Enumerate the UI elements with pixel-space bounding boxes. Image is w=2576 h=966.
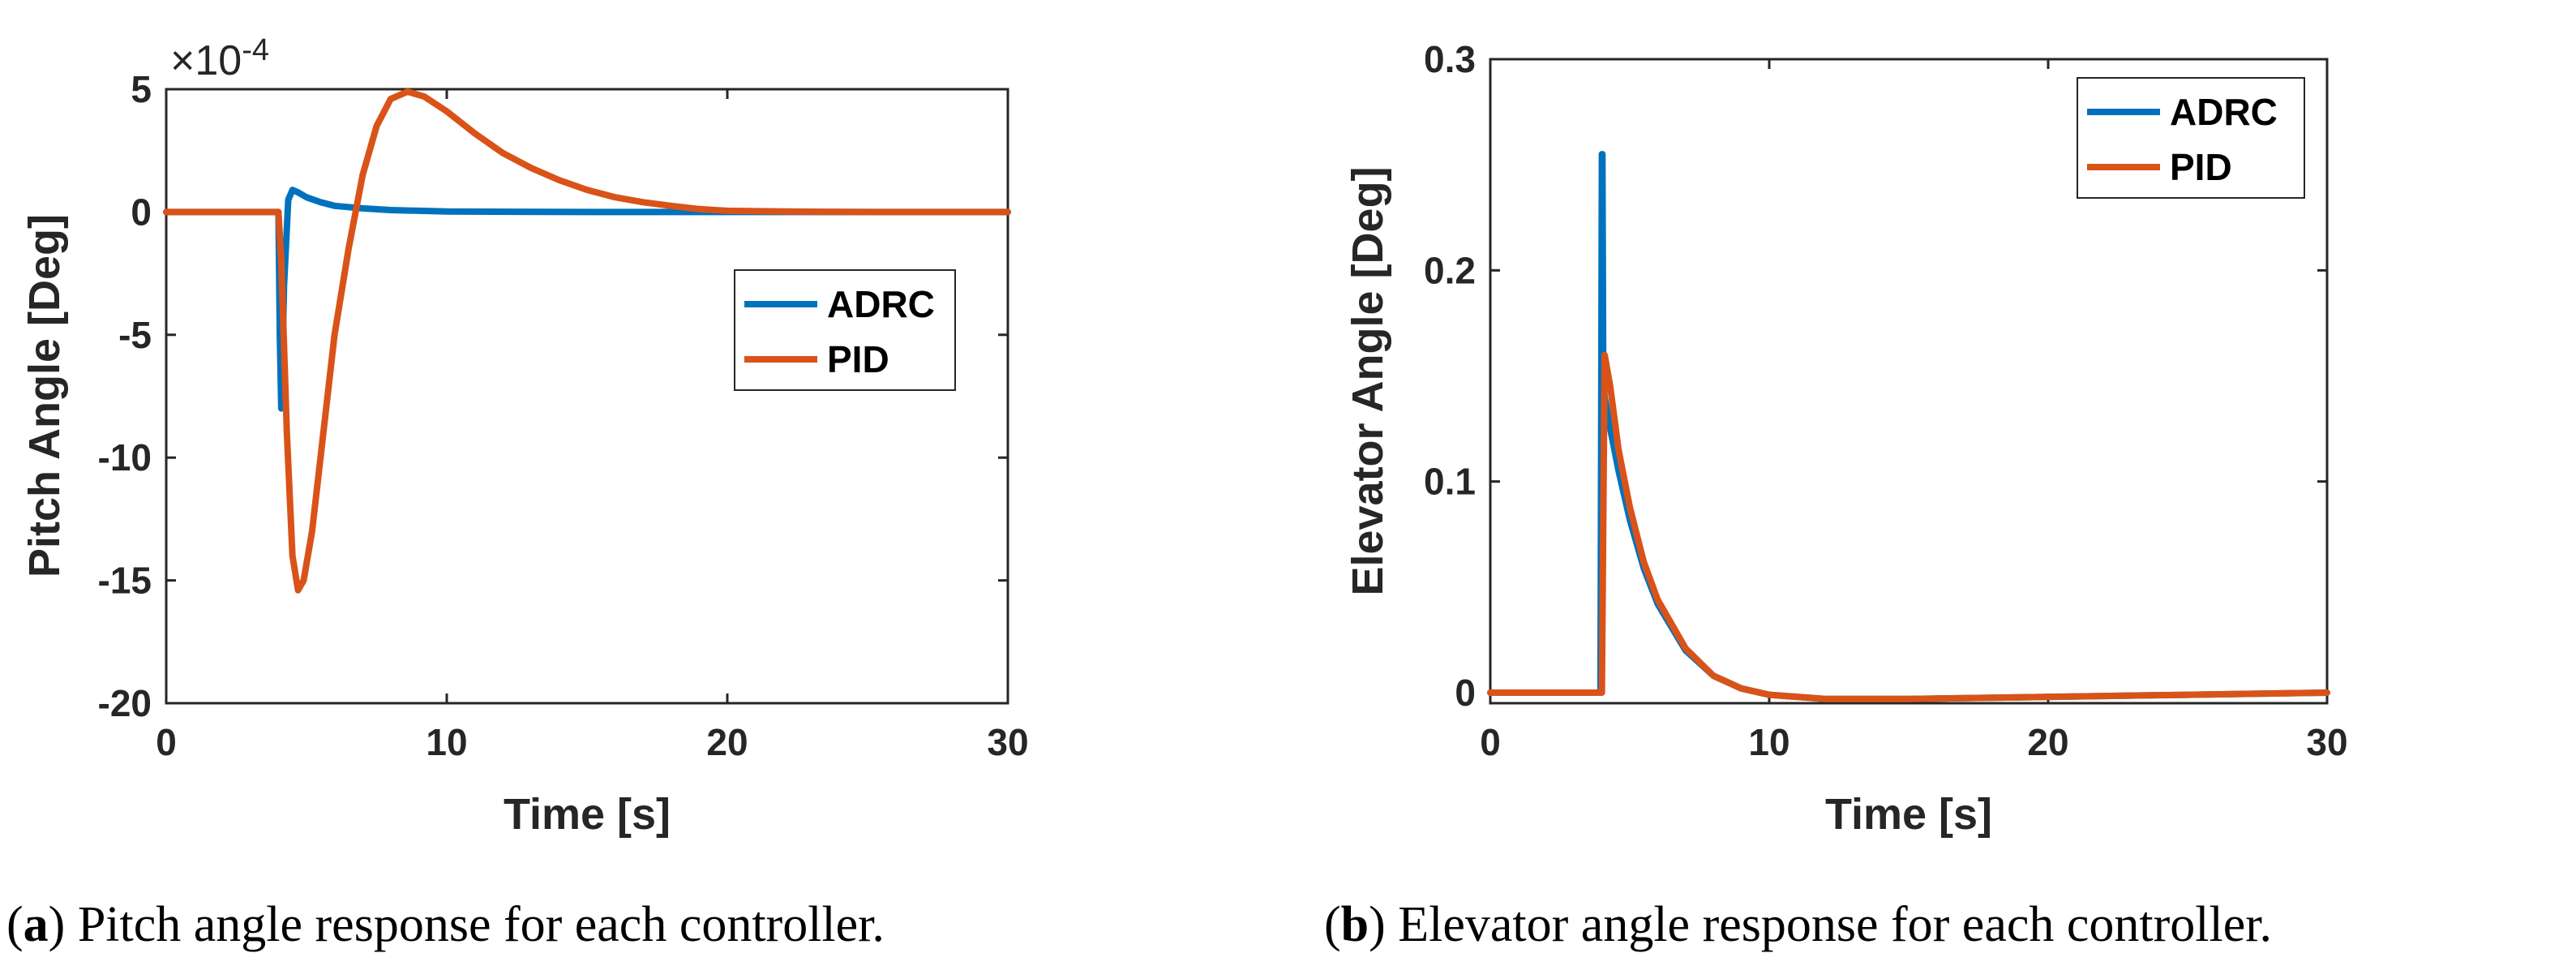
caption-b-label: b — [1341, 897, 1369, 952]
panel-b-legend-pid-label: PID — [2170, 146, 2232, 188]
series-line-pid — [1487, 351, 2330, 702]
panel-a-y-tick-labels: 5 0 -5 -10 -15 -20 — [98, 68, 152, 724]
x-tick-label: 0 — [1480, 721, 1501, 763]
panel-b-y-axis-label: Elevator Angle [Deg] — [1344, 166, 1392, 595]
panel-b-legend-adrc-label: ADRC — [2170, 91, 2278, 133]
x-tick-label: 0 — [156, 721, 177, 763]
x-tick-label: 30 — [2306, 721, 2347, 763]
panel-a-legend-box — [734, 269, 956, 391]
panel-a-plot-area — [165, 88, 1009, 705]
y-tick-label: 0 — [1455, 672, 1476, 714]
panel-a-chart: 0 10 20 30 5 0 -5 -10 -15 -20 ×10-4 Time [s] Pit… — [20, 33, 1029, 839]
y-tick-label: 5 — [131, 68, 152, 110]
y-tick-label: 0.3 — [1424, 38, 1476, 80]
series-line-pid — [163, 88, 1011, 594]
caption-a: (a) Pitch angle response for each contro… — [6, 897, 885, 952]
panel-a-exponent-base: ×10 — [170, 37, 242, 84]
x-tick-label: 10 — [1748, 721, 1789, 763]
panel-a-legend: ADRC PID — [734, 269, 956, 391]
panel-b-legend: ADRC PID — [2077, 77, 2305, 199]
panel-b-series-lines — [1487, 151, 2330, 702]
y-tick-label: -15 — [98, 560, 152, 602]
x-tick-label: 10 — [426, 721, 467, 763]
caption-b-text: Elevator angle response for each control… — [1386, 897, 2272, 952]
panel-a-y-axis-label: Pitch Angle [Deg] — [20, 214, 69, 577]
panel-a-legend-pid-label: PID — [827, 338, 889, 380]
panel-b-x-tick-labels: 0 10 20 30 — [1480, 721, 2347, 763]
y-tick-label: -5 — [118, 314, 152, 356]
panel-a-series-lines — [163, 88, 1011, 594]
y-tick-label: 0.2 — [1424, 249, 1476, 291]
caption-a-label: a — [24, 897, 49, 952]
panel-b-chart: 0 10 20 30 0.3 0.2 0.1 0 Time [s] Elevator Ang… — [1344, 38, 2348, 839]
panel-a-x-tick-labels: 0 10 20 30 — [156, 721, 1028, 763]
x-tick-label: 30 — [987, 721, 1028, 763]
x-tick-label: 20 — [2027, 721, 2068, 763]
y-tick-label: -10 — [98, 436, 152, 479]
y-tick-label: -20 — [98, 682, 152, 724]
series-line-adrc — [163, 187, 1011, 412]
panel-a-x-axis-label: Time [s] — [504, 790, 671, 839]
caption-b: (b) Elevator angle response for each con… — [1324, 897, 2272, 952]
panel-b-x-axis-label: Time [s] — [1825, 790, 1992, 839]
y-tick-label: 0 — [131, 191, 152, 233]
panel-a-exponent-power: -4 — [242, 33, 269, 67]
x-tick-label: 20 — [706, 721, 748, 763]
caption-a-text: Pitch angle response for each controller… — [65, 897, 885, 952]
y-tick-label: 0.1 — [1424, 461, 1476, 503]
panel-a-legend-adrc-label: ADRC — [827, 283, 935, 325]
panel-a-exponent: ×10-4 — [170, 33, 269, 84]
panel-b-legend-box — [2077, 77, 2305, 199]
panel-b-y-tick-labels: 0.3 0.2 0.1 0 — [1424, 38, 1476, 714]
